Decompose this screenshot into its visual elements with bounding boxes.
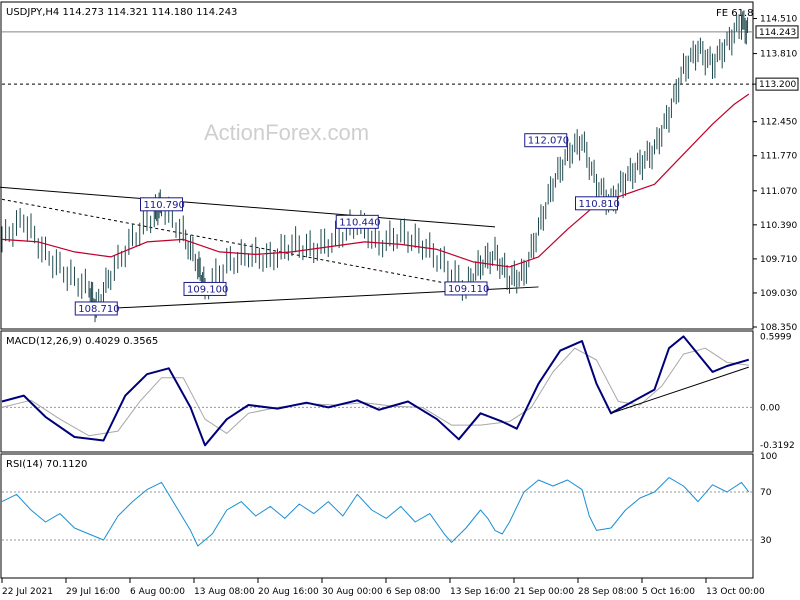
level-annotation-box <box>524 133 568 148</box>
rsi-tick-label: 30 <box>760 536 772 546</box>
level-price-box <box>755 77 799 91</box>
rsi-tick-label: 100 <box>760 452 777 462</box>
symbol-label: USDJPY,H4 114.273 114.321 114.180 114.24… <box>6 7 237 18</box>
price-tick-label: 112.450 <box>760 118 797 128</box>
price-tick-label: 111.070 <box>760 187 797 197</box>
x-tick-label: 13 Aug 08:00 <box>194 587 255 597</box>
x-tick-label: 20 Aug 16:00 <box>258 587 319 597</box>
level-annotation-box <box>575 196 618 211</box>
macd-chart: 0.5999 0.00 -0.3192 <box>1 332 795 451</box>
level-annotation-box <box>335 214 379 229</box>
macd-trendline <box>610 366 749 414</box>
rsi-panel-frame <box>0 453 754 579</box>
macd-tick-label: -0.3192 <box>760 441 795 451</box>
macd-line <box>1 335 750 447</box>
level-annotation-label: 110.440 <box>339 217 380 228</box>
trendline <box>1 198 467 288</box>
x-tick-label: 6 Sep 08:00 <box>386 587 441 597</box>
rsi-title: RSI(14) 70.1120 <box>6 459 87 470</box>
moving-average-line <box>1 93 750 268</box>
x-tick-label: 29 Jul 16:00 <box>66 587 120 597</box>
fe-label: FE 61.8 <box>716 8 754 19</box>
level-price-box <box>755 25 799 39</box>
level-annotation-label: 112.070 <box>528 136 569 147</box>
trendline <box>0 186 496 228</box>
macd-panel-frame <box>0 330 754 453</box>
x-axis: 22 Jul 2021 29 Jul 16:00 6 Aug 00:00 13 Aug… <box>1 578 765 597</box>
x-tick-label: 6 Aug 00:00 <box>130 587 185 597</box>
price-tick-label: 109.710 <box>760 255 797 265</box>
price-tick-label: 109.030 <box>760 289 797 299</box>
price-panel-frame <box>0 1 754 330</box>
price-tick-label: 111.770 <box>760 152 797 162</box>
level-annotation-box <box>183 281 227 296</box>
level-annotation-box <box>74 301 118 316</box>
macd-signal-line <box>1 347 749 437</box>
level-annotation-box <box>140 197 183 212</box>
level-annotation-label: 110.790 <box>144 200 185 211</box>
macd-tick-label: 0.5999 <box>760 332 792 342</box>
level-price-label: 114.243 <box>759 28 796 38</box>
price-tick-label: 110.390 <box>760 221 797 231</box>
rsi-chart: 100 70 30 <box>1 452 777 547</box>
x-tick-label: 21 Sep 00:00 <box>514 587 574 597</box>
x-tick-label: 5 Oct 16:00 <box>642 587 695 597</box>
x-tick-label: 22 Jul 2021 <box>2 587 53 597</box>
x-tick-label: 28 Sep 08:00 <box>578 587 638 597</box>
price-tick-label: 108.350 <box>760 323 797 333</box>
price-tick-label: 113.810 <box>760 50 797 60</box>
watermark: ActionForex.com <box>204 120 369 145</box>
rsi-tick-label: 70 <box>760 488 772 498</box>
level-price-label: 113.200 <box>759 80 796 90</box>
macd-title: MACD(12,26,9) 0.4029 0.3565 <box>6 336 158 347</box>
rsi-line <box>1 477 750 547</box>
x-tick-label: 30 Aug 00:00 <box>322 587 383 597</box>
macd-tick-label: 0.00 <box>760 403 780 413</box>
level-annotation-label: 109.100 <box>187 284 228 295</box>
x-tick-label: 13 Oct 00:00 <box>706 587 765 597</box>
x-tick-label: 13 Sep 16:00 <box>450 587 510 597</box>
level-annotation-label: 109.110 <box>448 284 489 295</box>
level-annotation-label: 110.810 <box>579 199 620 210</box>
level-annotation-box <box>444 281 488 296</box>
level-annotation-label: 108.710 <box>78 304 119 315</box>
price-tick-label: 114.510 <box>760 15 797 25</box>
price-chart: 114.510 113.810 113.200 112.450 111.770 111.0… <box>0 10 799 333</box>
